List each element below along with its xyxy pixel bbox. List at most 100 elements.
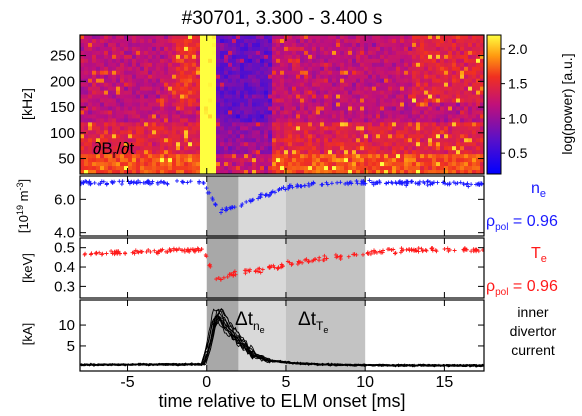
heatmap-cell	[168, 170, 173, 174]
heatmap-cell	[192, 38, 197, 44]
heatmap-cell	[308, 138, 313, 143]
heatmap-cell	[288, 130, 293, 135]
heatmap-cell	[276, 66, 281, 72]
heatmap-cell	[112, 42, 117, 48]
heatmap-cell	[480, 102, 484, 107]
heatmap-cell	[396, 98, 401, 103]
heatmap-cell	[344, 122, 349, 127]
heatmap-cell	[400, 78, 405, 84]
heatmap-cell	[448, 66, 453, 72]
heatmap-cell	[232, 102, 237, 107]
heatmap-cell	[364, 35, 369, 40]
heatmap-cell	[112, 122, 117, 127]
heatmap-cell	[312, 162, 317, 167]
heatmap-cell	[252, 62, 257, 68]
heatmap-cell	[312, 126, 317, 131]
heatmap-cell	[376, 78, 381, 84]
heatmap-cell	[348, 50, 353, 56]
heatmap-cell	[200, 38, 205, 44]
heatmap-cell	[352, 94, 357, 99]
heatmap-cell	[124, 126, 129, 131]
heatmap-cell	[332, 70, 337, 76]
heatmap-cell	[432, 66, 437, 72]
heatmap-cell	[212, 35, 217, 40]
heatmap-cell	[244, 74, 249, 80]
heatmap-cell	[416, 94, 421, 99]
heatmap-cell	[180, 98, 185, 103]
heatmap-cell	[408, 170, 413, 174]
heatmap-cell	[108, 94, 113, 99]
heatmap-cell	[108, 122, 113, 127]
data-point	[425, 179, 430, 184]
heatmap-cell	[424, 170, 429, 174]
heatmap-cell	[80, 142, 85, 147]
heatmap-cell	[204, 58, 209, 64]
heatmap-cell	[396, 122, 401, 127]
heatmap-cell	[376, 170, 381, 174]
heatmap-cell	[400, 114, 405, 119]
heatmap-cell	[448, 98, 453, 103]
heatmap-cell	[184, 138, 189, 143]
heatmap-cell	[176, 86, 181, 91]
heatmap-cell	[480, 62, 484, 68]
heatmap-cell	[300, 70, 305, 76]
heatmap-cell	[424, 106, 429, 111]
heatmap-cell	[120, 154, 125, 159]
heatmap-cell	[140, 150, 145, 155]
heatmap-cell	[208, 98, 213, 103]
heatmap-cell	[264, 46, 269, 52]
heatmap-cell	[136, 58, 141, 64]
heatmap-cell	[100, 134, 105, 139]
heatmap-cell	[264, 166, 269, 171]
heatmap-cell	[176, 62, 181, 68]
heatmap-cell	[192, 42, 197, 48]
heatmap-cell	[184, 82, 189, 88]
heatmap-cell	[216, 106, 221, 111]
heatmap-cell	[320, 66, 325, 72]
heatmap-cell	[280, 142, 285, 147]
data-point	[417, 182, 422, 187]
heatmap-cell	[196, 118, 201, 123]
heatmap-cell	[248, 54, 253, 60]
heatmap-cell	[248, 58, 253, 64]
heatmap-cell	[252, 38, 257, 44]
data-point	[419, 246, 424, 251]
heatmap-cell	[176, 74, 181, 80]
heatmap-cell	[136, 42, 141, 48]
heatmap-cell	[252, 102, 257, 107]
heatmap-cell	[104, 158, 109, 163]
heatmap-cell	[152, 38, 157, 44]
heatmap-cell	[284, 122, 289, 127]
heatmap-cell	[328, 134, 333, 139]
heatmap-cell	[428, 98, 433, 103]
heatmap-cell	[428, 38, 433, 44]
heatmap-cell	[436, 90, 441, 95]
heatmap-cell	[312, 150, 317, 155]
heatmap-cell	[292, 150, 297, 155]
heatmap-cell	[256, 42, 261, 48]
heatmap-cell	[152, 58, 157, 64]
heatmap-cell	[184, 62, 189, 68]
heatmap-cell	[268, 126, 273, 131]
heatmap-cell	[388, 70, 393, 76]
heatmap-cell	[136, 98, 141, 103]
heatmap-cell	[236, 94, 241, 99]
heatmap-cell	[128, 134, 133, 139]
heatmap-cell	[368, 110, 373, 115]
heatmap-cell	[132, 166, 137, 171]
heatmap-cell	[416, 138, 421, 143]
heatmap-cell	[348, 106, 353, 111]
heatmap-cell	[192, 166, 197, 171]
heatmap-cell	[388, 110, 393, 115]
heatmap-cell	[276, 154, 281, 159]
heatmap-cell	[472, 94, 477, 99]
heatmap-cell	[368, 62, 373, 68]
heatmap-cell	[288, 158, 293, 163]
heatmap-cell	[392, 130, 397, 135]
heatmap-cell	[180, 78, 185, 84]
heatmap-cell	[144, 50, 149, 56]
heatmap-cell	[188, 74, 193, 80]
heatmap-cell	[376, 118, 381, 123]
heatmap-cell	[84, 74, 89, 80]
heatmap-cell	[340, 66, 345, 72]
